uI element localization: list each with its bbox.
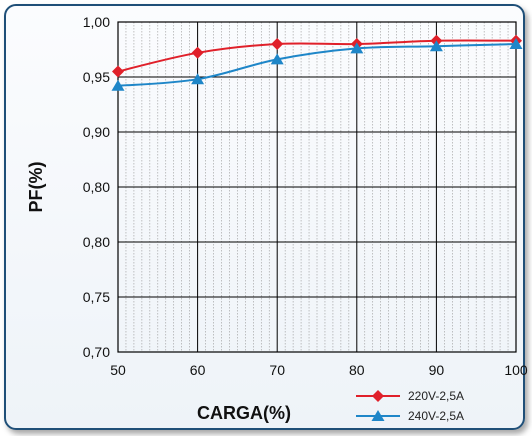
- series-line: [117, 39, 517, 73]
- legend-label: 220V-2,5A: [408, 389, 464, 403]
- data-point: [271, 38, 284, 50]
- y-tick-label: 1,00: [83, 14, 110, 30]
- x-axis-ticks: 50 60 70 80 90 100: [110, 362, 528, 378]
- x-axis-title: CARGA(%): [197, 403, 291, 423]
- legend-marker: [371, 410, 385, 421]
- legend: 220V-2,5A 240V-2,5A: [356, 389, 464, 423]
- data-point: [509, 38, 523, 49]
- x-tick-label: 90: [429, 362, 445, 378]
- data-point: [111, 79, 125, 91]
- x-tick-label: 50: [110, 362, 126, 378]
- data-point: [191, 46, 204, 59]
- x-tick-label: 60: [190, 362, 206, 378]
- y-tick-label: 0,80: [83, 179, 110, 195]
- major-grid: [118, 22, 516, 352]
- legend-marker: [372, 390, 384, 402]
- series-layer: [111, 34, 523, 91]
- series-1: [112, 34, 522, 78]
- y-tick-label: 0,70: [83, 344, 110, 360]
- x-tick-label: 70: [269, 362, 285, 378]
- x-tick-label: 100: [504, 362, 528, 378]
- y-tick-label: 0,75: [83, 289, 110, 305]
- plot-area: [117, 21, 517, 353]
- y-axis-ticks: 0,70 0,75 0,80 0,80 0,90 0,95 1,00: [83, 14, 110, 360]
- legend-item: 240V-2,5A: [356, 409, 464, 423]
- legend-item: 220V-2,5A: [356, 389, 464, 403]
- data-point: [270, 53, 284, 65]
- y-axis-title: PF(%): [26, 162, 46, 213]
- y-tick-label: 0,90: [83, 124, 110, 140]
- data-point: [191, 73, 205, 85]
- series-line: [117, 43, 517, 87]
- series-2: [111, 38, 523, 91]
- chart-frame: [4, 4, 525, 430]
- y-tick-label: 0,95: [83, 69, 110, 85]
- data-point: [429, 40, 443, 52]
- y-tick-label: 0,80: [83, 234, 110, 250]
- data-point: [112, 65, 124, 78]
- legend-label: 240V-2,5A: [408, 409, 464, 423]
- data-point: [350, 42, 364, 54]
- x-tick-label: 80: [349, 362, 365, 378]
